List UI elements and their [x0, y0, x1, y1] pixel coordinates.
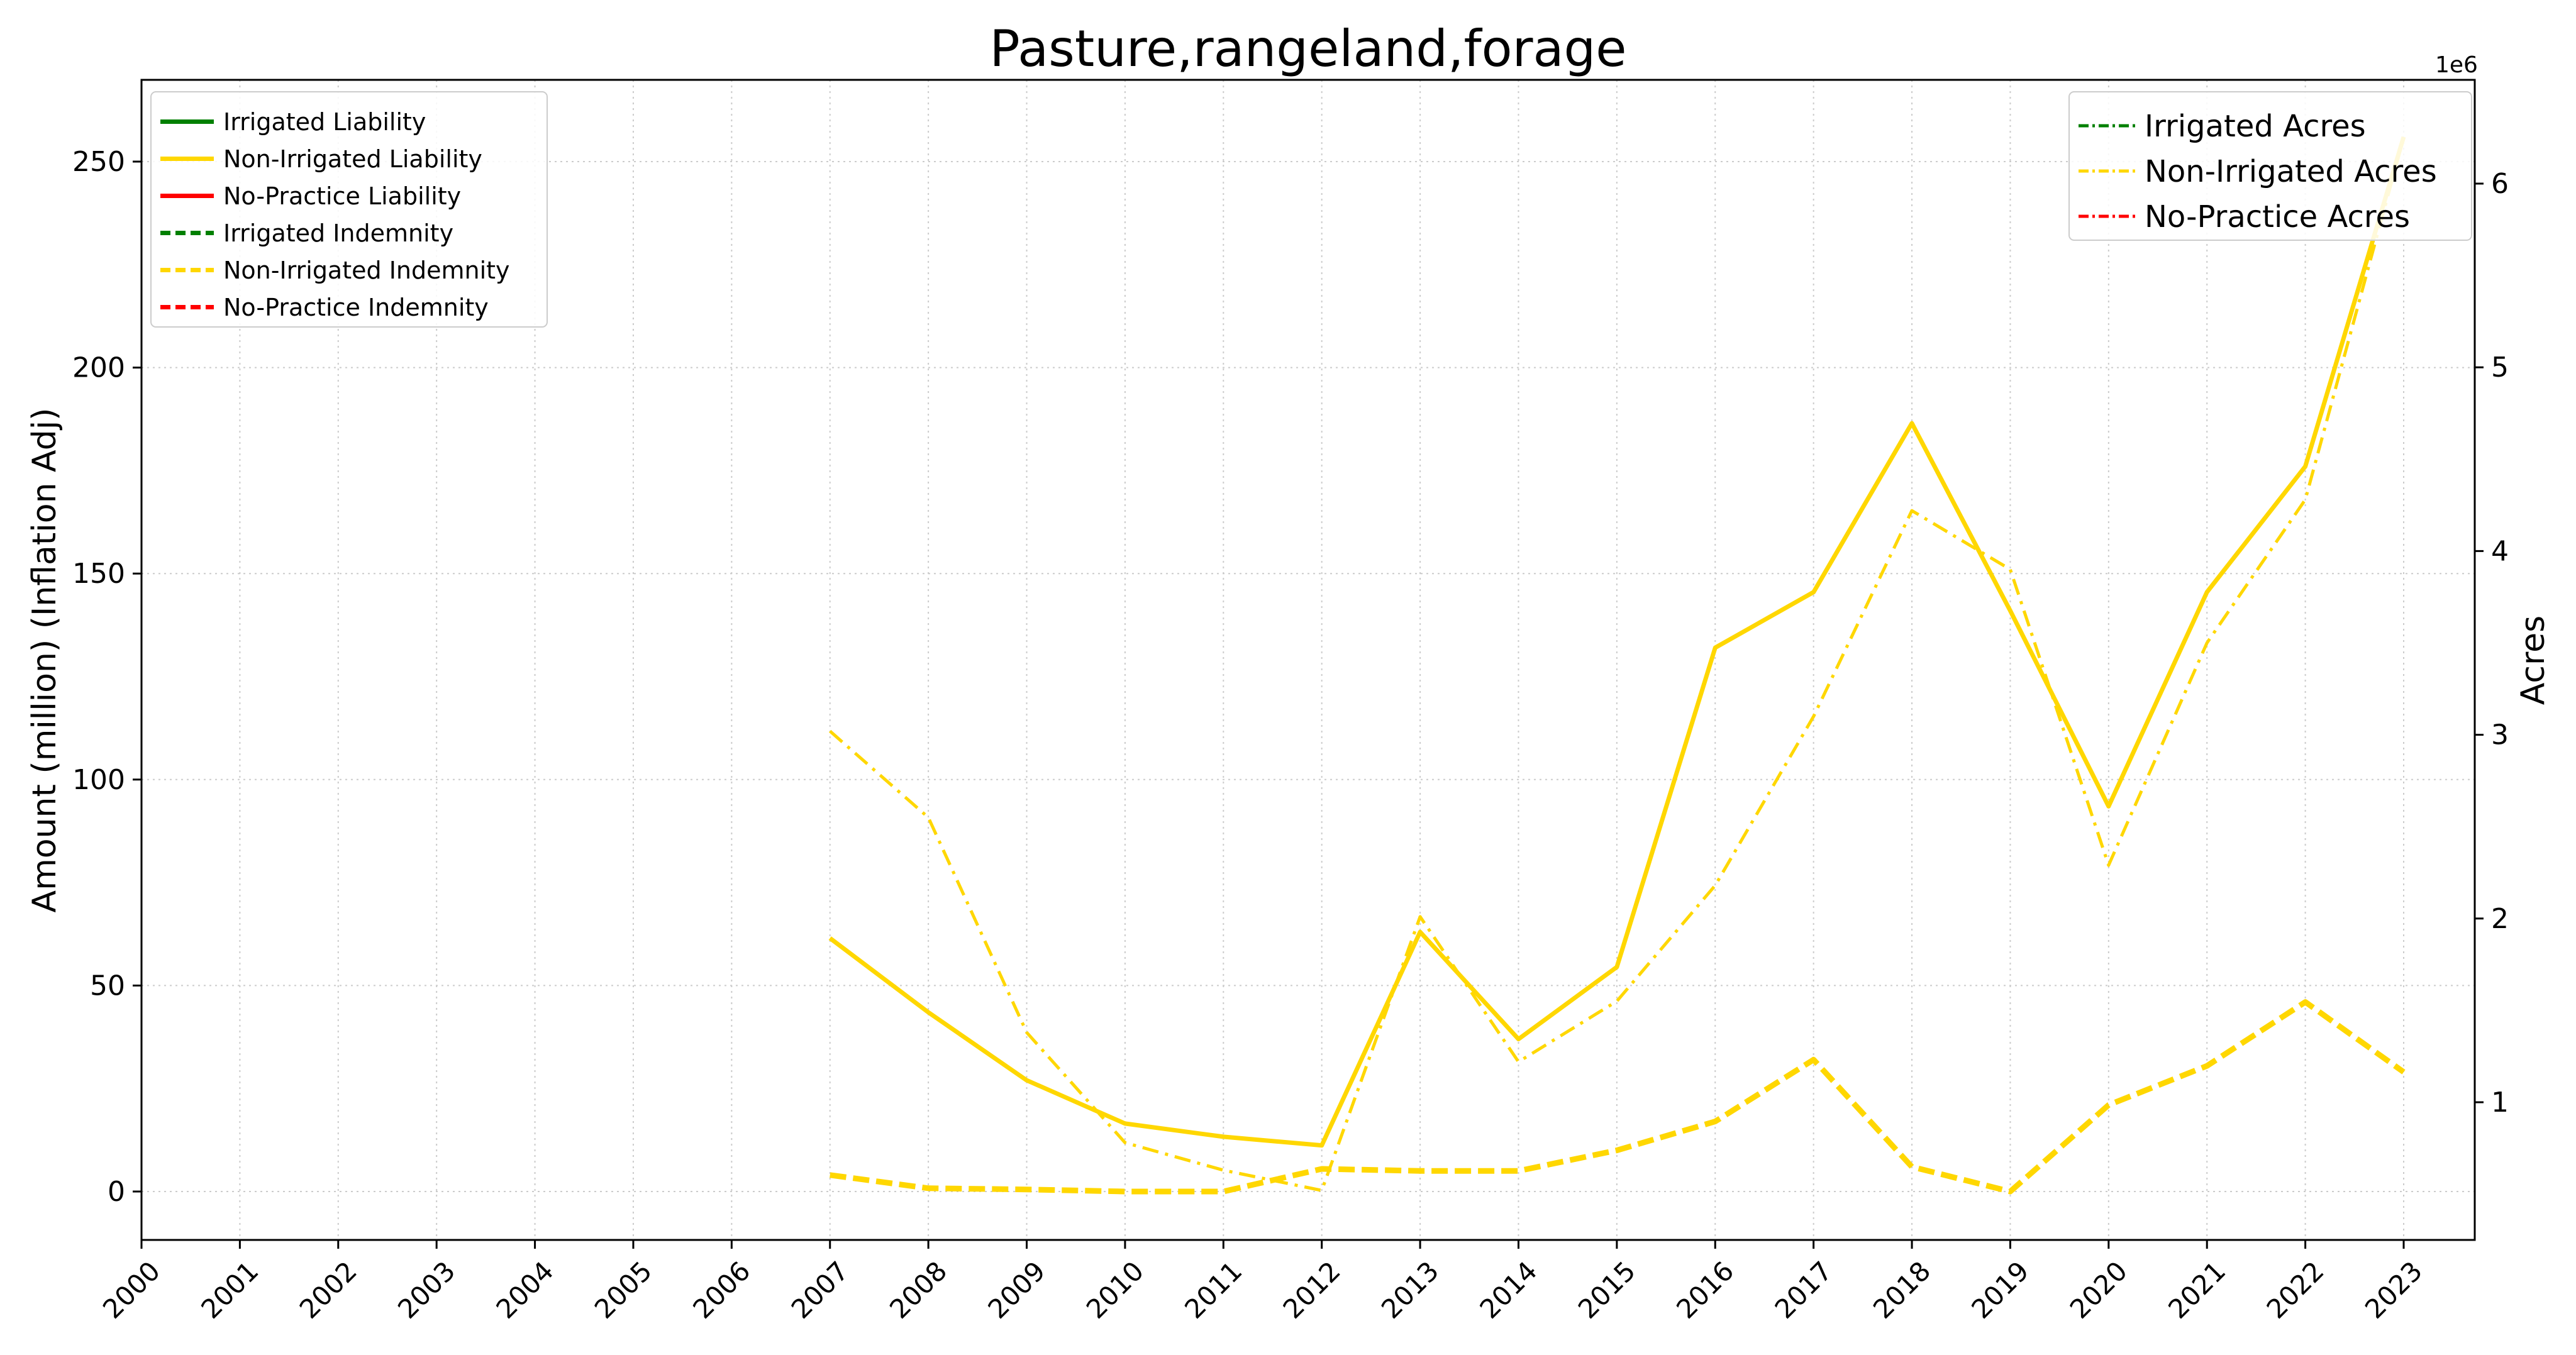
legend-label: No-Practice Acres	[2145, 199, 2410, 235]
data-point-non-irrigated-liability	[2304, 465, 2307, 468]
data-point-non-irrigated-liability	[2107, 805, 2110, 807]
y2-tick-label: 4	[2491, 535, 2509, 567]
data-point-non-irrigated-indemnity	[829, 1174, 831, 1176]
data-point-non-irrigated-acres	[1124, 1141, 1126, 1144]
data-point-non-irrigated-liability	[2009, 609, 2011, 612]
y-tick-label: 50	[90, 970, 125, 1002]
y2-tick-label: 3	[2491, 719, 2509, 751]
legend-box	[2068, 91, 2472, 241]
legend-label: Non-Irrigated Liability	[223, 145, 482, 173]
data-point-non-irrigated-liability	[1222, 1136, 1224, 1138]
data-point-non-irrigated-indemnity	[1321, 1168, 1323, 1170]
data-point-non-irrigated-liability	[1124, 1122, 1126, 1125]
y-tick-label: 200	[72, 352, 125, 384]
data-point-non-irrigated-acres	[1616, 1000, 1618, 1002]
data-point-non-irrigated-indemnity	[1124, 1190, 1126, 1193]
y-tick-label: 250	[72, 146, 125, 178]
legend-left: Irrigated Liability Non-Irrigated Liabili…	[150, 91, 548, 328]
data-point-non-irrigated-acres	[1026, 1031, 1028, 1034]
data-point-non-irrigated-acres	[1222, 1169, 1224, 1171]
data-point-non-irrigated-indemnity	[2206, 1065, 2208, 1067]
data-point-non-irrigated-indemnity	[1222, 1190, 1224, 1193]
data-point-non-irrigated-acres	[829, 730, 831, 733]
data-point-non-irrigated-indemnity	[2009, 1190, 2011, 1193]
plot-frame	[140, 79, 2476, 1241]
data-point-non-irrigated-acres	[1813, 715, 1815, 717]
y-tick-label: 0	[108, 1176, 125, 1208]
data-point-non-irrigated-indemnity	[1911, 1166, 1913, 1168]
y2-axis-label: Acres	[2514, 616, 2552, 705]
y2-tick-label: 5	[2491, 351, 2509, 384]
legend-label: Irrigated Indemnity	[223, 219, 453, 247]
data-point-non-irrigated-acres	[2206, 642, 2208, 644]
data-point-non-irrigated-liability	[1813, 591, 1815, 594]
data-point-non-irrigated-liability	[1419, 931, 1421, 933]
data-point-non-irrigated-liability	[1616, 966, 1618, 968]
data-point-non-irrigated-acres	[1321, 1189, 1323, 1192]
series-line-non-irrigated-indemnity	[830, 999, 2406, 1195]
legend-box	[150, 91, 548, 328]
data-point-non-irrigated-liability	[829, 937, 831, 939]
series-layer	[828, 136, 2406, 1195]
data-point-non-irrigated-indemnity	[1419, 1170, 1421, 1172]
data-point-non-irrigated-liability	[1026, 1079, 1028, 1081]
series-line-non-irrigated-acres	[829, 137, 2406, 1192]
data-point-non-irrigated-liability	[1911, 422, 1913, 424]
data-point-non-irrigated-indemnity	[1517, 1170, 1519, 1172]
data-point-non-irrigated-indemnity	[2304, 1001, 2307, 1004]
data-point-non-irrigated-indemnity	[2107, 1103, 2110, 1106]
data-point-non-irrigated-acres	[1714, 884, 1716, 887]
legend-label: Non-Irrigated Indemnity	[223, 257, 510, 284]
data-point-non-irrigated-indemnity	[1714, 1120, 1716, 1123]
data-point-non-irrigated-indemnity	[1616, 1149, 1618, 1151]
data-point-non-irrigated-indemnity	[1026, 1188, 1028, 1191]
data-point-non-irrigated-acres	[2304, 499, 2307, 501]
y-tick-label: 100	[72, 764, 125, 796]
data-point-non-irrigated-acres	[1517, 1061, 1519, 1063]
data-point-non-irrigated-indemnity	[2402, 1071, 2405, 1073]
y2-tick-label: 1	[2491, 1087, 2509, 1119]
data-point-non-irrigated-liability	[1517, 1038, 1519, 1041]
legend-label: No-Practice Indemnity	[223, 294, 489, 321]
data-point-non-irrigated-indemnity	[927, 1187, 930, 1190]
legend-label: Irrigated Acres	[2145, 109, 2366, 144]
data-point-non-irrigated-acres	[1911, 509, 1913, 512]
y2-tick-label: 2	[2491, 903, 2509, 935]
legend-right: Irrigated Acres Non-Irrigated Acres No-Pra…	[2068, 91, 2472, 241]
y2-offset-label: 1e6	[2435, 52, 2478, 78]
y-tick-label: 150	[72, 558, 125, 590]
legend-label: Non-Irrigated Acres	[2145, 154, 2437, 189]
data-point-non-irrigated-acres	[2107, 864, 2110, 866]
series-line-non-irrigated-liability	[828, 136, 2406, 1148]
data-point-non-irrigated-acres	[927, 816, 930, 819]
y-axis-label: Amount (million) (Inflation Adj)	[26, 408, 64, 913]
y2-tick-label: 6	[2491, 168, 2509, 200]
data-point-non-irrigated-acres	[2009, 568, 2011, 571]
data-point-non-irrigated-liability	[1714, 646, 1716, 649]
data-point-non-irrigated-liability	[927, 1011, 930, 1014]
data-point-non-irrigated-liability	[2206, 591, 2208, 594]
data-point-non-irrigated-acres	[1419, 915, 1421, 918]
chart-title: Pasture,rangeland,forage	[989, 19, 1626, 78]
data-point-non-irrigated-liability	[1321, 1144, 1323, 1147]
data-point-non-irrigated-indemnity	[1813, 1058, 1815, 1061]
legend-label: Irrigated Liability	[223, 108, 426, 136]
legend-label: No-Practice Liability	[223, 182, 461, 210]
